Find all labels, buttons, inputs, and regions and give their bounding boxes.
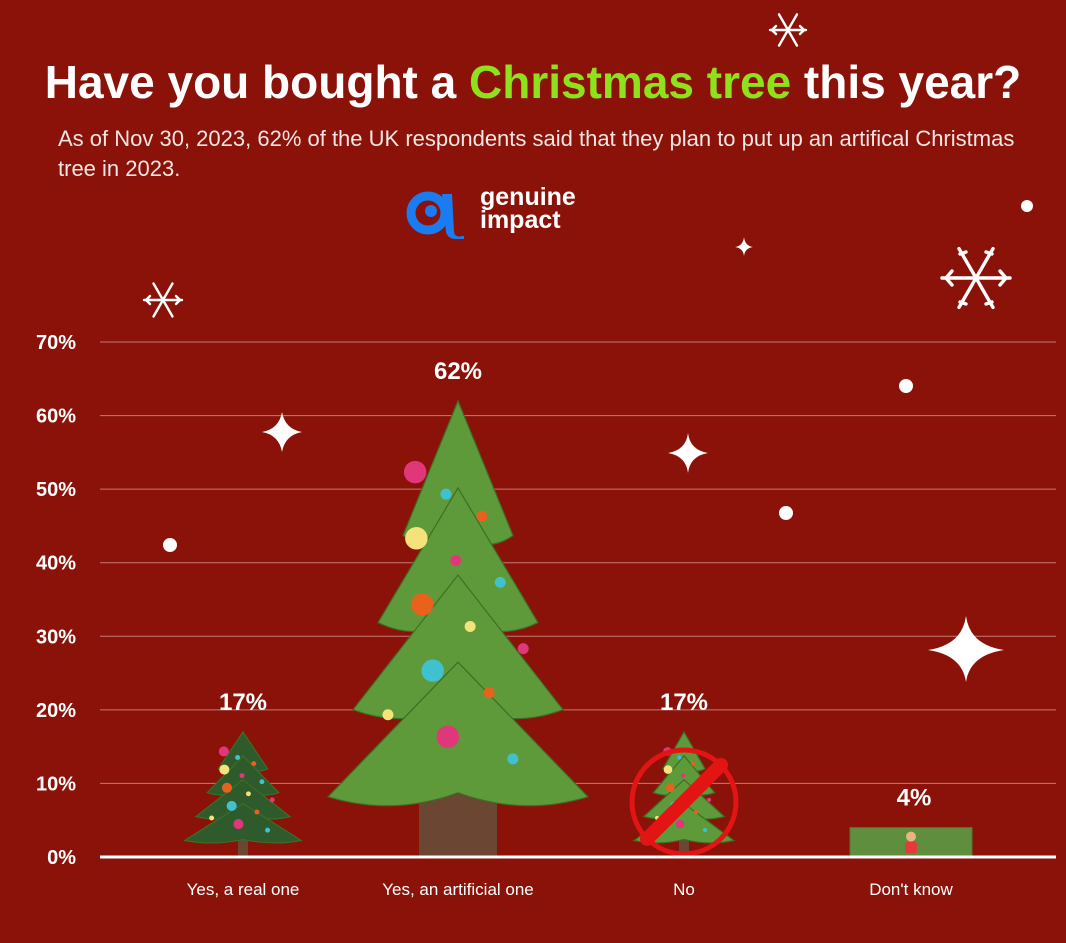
tree-ornament — [483, 687, 495, 699]
x-axis: Yes, a real one Yes, an artificial one No D… — [100, 855, 1056, 899]
data-labels: 17% 62% 17% 4% — [219, 358, 931, 812]
chart-subtitle: As of Nov 30, 2023, 62% of the UK respon… — [58, 126, 1015, 181]
tree-ornament — [494, 576, 506, 588]
y-tick-label: 0% — [47, 847, 76, 869]
tree-ornament — [464, 621, 476, 633]
y-axis: 0% 10% 20% 30% 40% 50% 60% 70% — [36, 332, 76, 869]
tree-ornament — [436, 725, 460, 749]
y-tick-label: 70% — [36, 332, 76, 354]
tree-ornament — [254, 809, 260, 815]
title-highlight: Christmas tree — [469, 56, 792, 108]
tree-ornament — [421, 659, 444, 682]
x-tick-label: Don't know — [869, 880, 953, 899]
tree-trunk — [419, 792, 497, 857]
y-tick-label: 60% — [36, 406, 76, 428]
tree-ornament — [693, 809, 699, 815]
bar-3 — [629, 730, 739, 857]
tree-ornament — [702, 827, 708, 833]
tree-ornament — [507, 753, 519, 765]
tree-ornament — [440, 488, 452, 500]
y-tick-label: 30% — [36, 626, 76, 648]
tree-ornament — [233, 819, 244, 830]
tree-ornament — [218, 746, 229, 757]
chart-title: Have you bought a Christmas tree this ye… — [44, 56, 1022, 108]
tree-ornament — [517, 643, 529, 655]
snowflake-icon — [768, 13, 808, 47]
tree-ornament — [675, 819, 685, 829]
x-tick-label: Yes, an artificial one — [382, 880, 534, 899]
y-tick-label: 40% — [36, 553, 76, 575]
bar-2 — [326, 399, 590, 857]
sparkle-icon — [928, 616, 1004, 682]
sparkle-icon — [735, 237, 753, 256]
y-tick-label: 20% — [36, 700, 76, 722]
tree-ornament — [245, 791, 251, 797]
tree-ornament — [706, 797, 712, 802]
no-sign-slash — [640, 757, 728, 846]
bar-1 — [183, 730, 303, 857]
tree-ornament — [269, 797, 275, 803]
tree-trunk — [238, 836, 248, 857]
genuine-impact-logo: genuine impact — [404, 183, 594, 240]
tree-ornament — [226, 800, 237, 811]
tree-trunk — [679, 836, 689, 857]
snow-dot — [1021, 200, 1033, 212]
tree-ornament — [209, 815, 215, 821]
tree-ornament — [663, 765, 673, 774]
tree-ornament — [681, 773, 686, 778]
snow-dot — [163, 538, 177, 552]
tree-ornament — [677, 755, 682, 760]
tree-ornament — [450, 554, 462, 566]
tree-ornament — [219, 764, 230, 775]
no-sign-icon — [629, 747, 739, 857]
snowflake-icon — [142, 282, 184, 318]
tree-ornament — [259, 779, 265, 785]
person-shrug-icon — [906, 831, 916, 842]
person-shrug-body — [905, 841, 917, 854]
sparkle-icon — [262, 412, 302, 452]
tree-ornament — [382, 709, 394, 721]
tree-ornament — [265, 827, 271, 833]
x-tick-label: Yes, a real one — [187, 880, 300, 899]
tree-ornament — [251, 761, 257, 767]
tree-ornament — [410, 593, 434, 616]
tree-ornament — [665, 783, 675, 793]
y-tick-label: 10% — [36, 773, 76, 795]
gridlines — [100, 341, 1056, 784]
snow-dot — [899, 379, 913, 393]
snow-dot — [779, 506, 793, 520]
bar-4 — [849, 827, 973, 858]
data-label: 4% — [897, 785, 932, 812]
data-label: 17% — [219, 689, 267, 716]
y-tick-label: 50% — [36, 479, 76, 501]
tree-ornament — [221, 782, 233, 793]
snowflake-icon — [940, 246, 1012, 310]
bars — [183, 399, 973, 858]
sparkle-icon — [668, 433, 708, 473]
data-label: 17% — [660, 689, 708, 716]
tree-ornament — [476, 510, 488, 522]
tree-ornament — [235, 755, 241, 760]
tree-ornament — [403, 460, 427, 484]
tree-ornament — [405, 527, 428, 550]
genuine-impact-logo-icon — [406, 191, 464, 239]
x-tick-label: No — [673, 880, 695, 899]
logo-wordmark: genuine impact — [480, 183, 576, 234]
tree-ornament — [691, 761, 696, 766]
data-label: 62% — [434, 358, 482, 385]
tree-ornament — [239, 773, 245, 779]
